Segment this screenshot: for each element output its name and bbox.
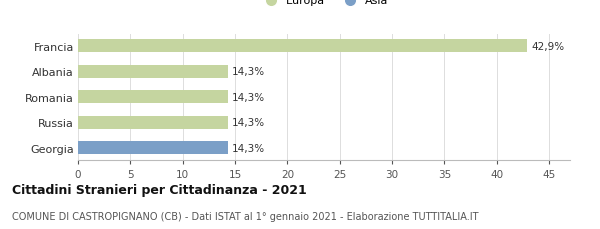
Bar [78,91,227,104]
Text: 14,3%: 14,3% [232,92,265,102]
Bar [78,116,227,129]
Text: COMUNE DI CASTROPIGNANO (CB) - Dati ISTAT al 1° gennaio 2021 - Elaborazione TUTT: COMUNE DI CASTROPIGNANO (CB) - Dati ISTA… [12,211,479,221]
Bar [78,40,527,53]
Bar [78,142,227,155]
Text: 14,3%: 14,3% [232,67,265,77]
Text: 42,9%: 42,9% [531,41,565,52]
Bar [78,65,227,78]
Legend: Europa, Asia: Europa, Asia [255,0,393,11]
Text: 14,3%: 14,3% [232,118,265,128]
Text: Cittadini Stranieri per Cittadinanza - 2021: Cittadini Stranieri per Cittadinanza - 2… [12,183,307,196]
Text: 14,3%: 14,3% [232,143,265,153]
